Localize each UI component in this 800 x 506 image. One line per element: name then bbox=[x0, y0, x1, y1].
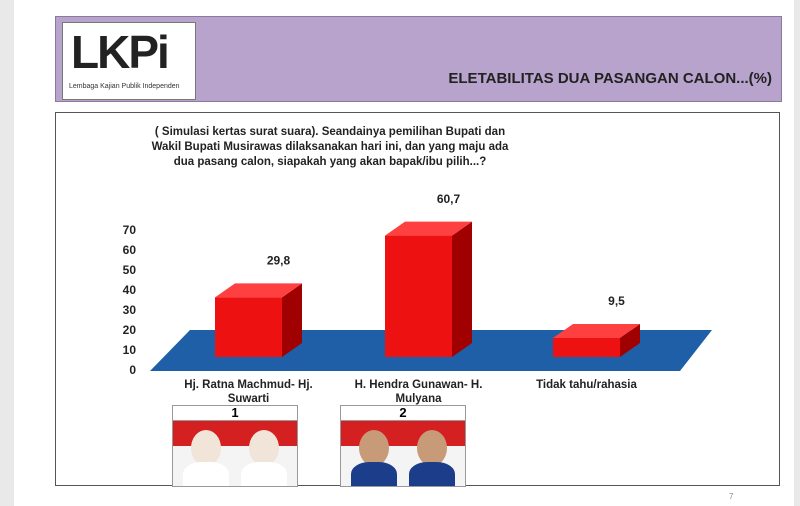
y-tick-label: 0 bbox=[129, 363, 136, 377]
value-label: 9,5 bbox=[608, 294, 625, 308]
face bbox=[191, 430, 221, 466]
y-tick-label: 50 bbox=[123, 263, 137, 277]
x-tick-label: Tidak tahu/rahasia bbox=[517, 378, 657, 392]
y-tick-label: 20 bbox=[123, 323, 137, 337]
bar-front bbox=[215, 297, 282, 357]
y-tick-label: 60 bbox=[123, 243, 137, 257]
face bbox=[359, 430, 389, 466]
bar bbox=[385, 222, 472, 357]
bar-side bbox=[452, 222, 472, 357]
photo: 2 bbox=[340, 405, 466, 487]
page-number: 7 bbox=[729, 492, 733, 501]
face bbox=[417, 430, 447, 466]
photo-number: 2 bbox=[341, 406, 465, 421]
slide-page: LKPi Lembaga Kajian Publik Independen EL… bbox=[0, 0, 800, 506]
bar bbox=[553, 324, 640, 357]
photo-number: 1 bbox=[173, 406, 297, 421]
value-label: 60,7 bbox=[437, 192, 461, 206]
body bbox=[183, 462, 229, 487]
bar-front bbox=[385, 236, 452, 357]
body bbox=[351, 462, 397, 487]
x-tick-label: Hj. Ratna Machmud- Hj. Suwarti bbox=[179, 378, 319, 406]
y-tick-label: 40 bbox=[123, 283, 137, 297]
body bbox=[409, 462, 455, 487]
photo: 1 bbox=[172, 405, 298, 487]
face bbox=[249, 430, 279, 466]
y-tick-label: 70 bbox=[123, 223, 137, 237]
x-tick-label: H. Hendra Gunawan- H. Mulyana bbox=[349, 378, 489, 406]
y-tick-label: 30 bbox=[123, 303, 137, 317]
body bbox=[241, 462, 287, 487]
bar-front bbox=[553, 338, 620, 357]
y-tick-label: 10 bbox=[123, 343, 137, 357]
value-label: 29,8 bbox=[267, 254, 291, 268]
bar bbox=[215, 283, 302, 357]
